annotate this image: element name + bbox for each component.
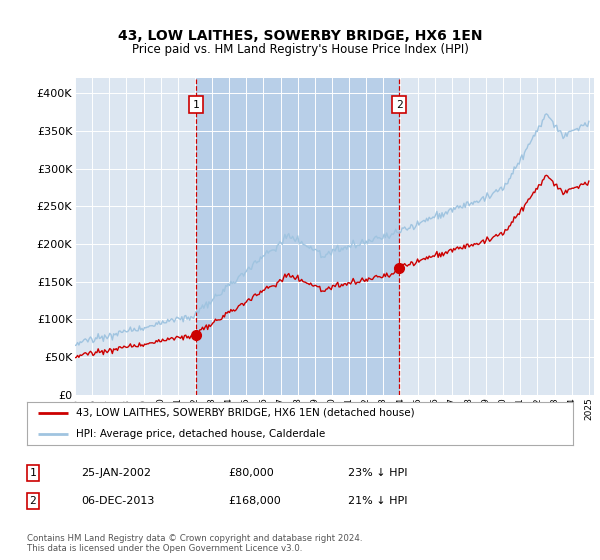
- Text: 1: 1: [193, 100, 199, 110]
- Text: £168,000: £168,000: [228, 496, 281, 506]
- Text: £80,000: £80,000: [228, 468, 274, 478]
- Text: 2: 2: [396, 100, 403, 110]
- Text: 1: 1: [29, 468, 37, 478]
- Text: HPI: Average price, detached house, Calderdale: HPI: Average price, detached house, Cald…: [76, 429, 325, 439]
- Text: Contains HM Land Registry data © Crown copyright and database right 2024.
This d: Contains HM Land Registry data © Crown c…: [27, 534, 362, 553]
- Text: 25-JAN-2002: 25-JAN-2002: [81, 468, 151, 478]
- Bar: [196, 78, 399, 395]
- Text: 23% ↓ HPI: 23% ↓ HPI: [348, 468, 407, 478]
- Text: 43, LOW LAITHES, SOWERBY BRIDGE, HX6 1EN (detached house): 43, LOW LAITHES, SOWERBY BRIDGE, HX6 1EN…: [76, 408, 415, 418]
- Text: Price paid vs. HM Land Registry's House Price Index (HPI): Price paid vs. HM Land Registry's House …: [131, 43, 469, 56]
- Text: 2: 2: [29, 496, 37, 506]
- Text: 43, LOW LAITHES, SOWERBY BRIDGE, HX6 1EN: 43, LOW LAITHES, SOWERBY BRIDGE, HX6 1EN: [118, 29, 482, 44]
- Text: 06-DEC-2013: 06-DEC-2013: [81, 496, 154, 506]
- Text: 21% ↓ HPI: 21% ↓ HPI: [348, 496, 407, 506]
